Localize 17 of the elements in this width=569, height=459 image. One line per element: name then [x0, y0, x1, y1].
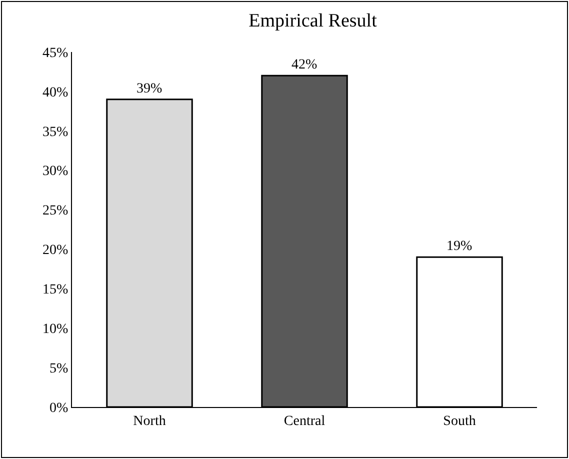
y-tick-label: 10%	[42, 322, 69, 338]
y-tick-label: 30%	[42, 164, 69, 180]
x-tick-label: North	[133, 414, 166, 429]
y-tick-label: 45%	[42, 46, 69, 61]
y-tick-label: 15%	[42, 282, 69, 298]
y-tick-label: 40%	[42, 85, 69, 100]
x-tick-label: Central	[284, 414, 326, 429]
y-tick-label: 35%	[42, 124, 69, 140]
data-label: 19%	[446, 239, 473, 254]
y-tick-label: 20%	[42, 243, 69, 258]
x-tick-label: South	[443, 414, 476, 429]
data-label: 42%	[292, 58, 318, 73]
y-tick-label: 0%	[50, 400, 69, 416]
chart-title: Empirical Result	[248, 10, 378, 32]
y-tick-label: 5%	[50, 361, 69, 376]
data-label: 39%	[136, 81, 163, 96]
y-tick-label: 25%	[42, 204, 69, 219]
